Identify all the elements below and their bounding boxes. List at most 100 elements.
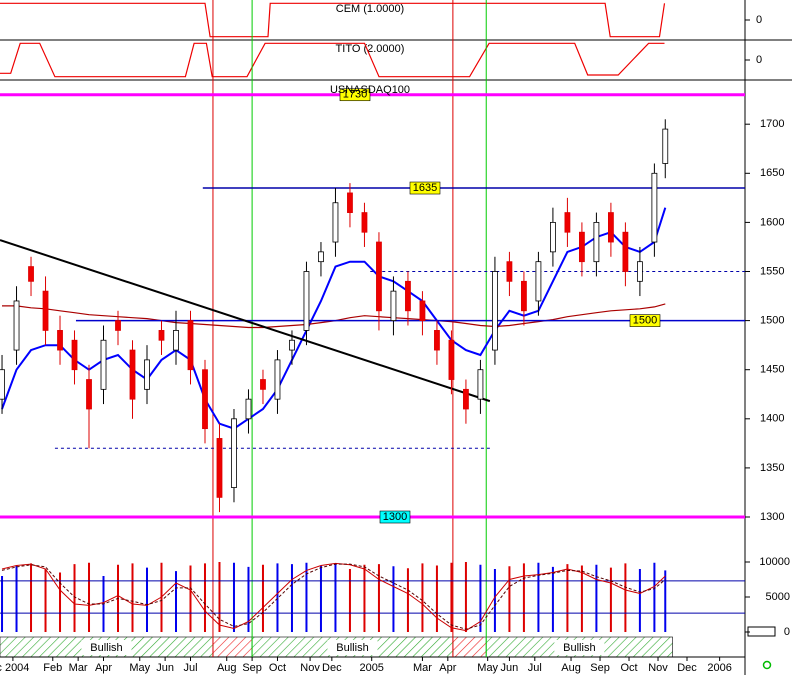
level-label-bg xyxy=(379,510,411,524)
y-tick-label: 1700 xyxy=(760,118,784,130)
candle-body xyxy=(144,359,150,390)
y-tick-label: 0 xyxy=(784,626,790,638)
x-tick-label: Dec xyxy=(677,662,697,674)
x-tick-label: May xyxy=(129,662,150,674)
y-tick-label: 10000 xyxy=(759,556,790,568)
level-label-bg xyxy=(339,88,371,102)
candle-body xyxy=(492,271,498,351)
level-label-bg xyxy=(409,181,441,195)
x-tick-label: Sep xyxy=(590,662,610,674)
candle-body xyxy=(216,438,223,498)
x-tick-label: Jun xyxy=(156,662,174,674)
candle-body xyxy=(593,221,600,263)
x-tick-label: Jul xyxy=(183,662,197,674)
candle-body xyxy=(434,330,440,351)
indicator-line xyxy=(0,2,666,38)
candle-body xyxy=(28,266,34,282)
trendline xyxy=(0,239,491,403)
candle-body xyxy=(405,280,411,312)
candle-body xyxy=(260,379,266,390)
candle-body xyxy=(318,251,324,263)
x-tick-label: Aug xyxy=(217,662,237,674)
x-tick-label: Sep xyxy=(242,662,262,674)
signal-band xyxy=(452,636,487,658)
y-tick-label: 1350 xyxy=(760,462,784,474)
signal-line xyxy=(1,563,666,630)
candle-body xyxy=(550,221,556,253)
x-tick-label: May xyxy=(477,662,498,674)
level-label: 1300 xyxy=(383,511,407,523)
y-tick-label: 1500 xyxy=(760,315,784,327)
candle-body xyxy=(173,330,179,351)
candle-body xyxy=(71,339,78,371)
oscillator-line xyxy=(1,562,666,632)
candle-body xyxy=(100,339,107,390)
x-tick-label: Mar xyxy=(69,662,88,674)
x-tick-label: Jun xyxy=(501,662,519,674)
candle-body xyxy=(662,128,669,164)
candle-body xyxy=(231,418,237,488)
candle-body xyxy=(463,388,469,410)
x-tick-label: Oct xyxy=(620,662,637,674)
x-tick-label: Aug xyxy=(561,662,581,674)
candle-body xyxy=(579,231,585,263)
x-tick-label: c 2004 xyxy=(0,662,29,674)
candle-body xyxy=(521,280,527,312)
x-tick-label: Jul xyxy=(528,662,542,674)
candle-body xyxy=(448,339,455,380)
candle-body xyxy=(115,320,121,331)
y-tick-label: 1600 xyxy=(760,216,784,228)
signal-band xyxy=(212,636,253,658)
y-tick-label: 0 xyxy=(756,54,762,66)
indicator-line xyxy=(0,42,665,78)
candle-body xyxy=(347,192,353,213)
x-tick-label: Oct xyxy=(269,662,286,674)
candle-body xyxy=(129,349,136,400)
x-tick-label: Dec xyxy=(322,662,342,674)
band-label-bg xyxy=(327,640,378,655)
y-tick-label: 5000 xyxy=(766,591,790,603)
candle-body xyxy=(535,261,542,302)
candle-body xyxy=(651,172,658,243)
x-tick-label: Apr xyxy=(439,662,456,674)
level-label: 1500 xyxy=(633,315,657,327)
candle-body xyxy=(636,261,643,282)
moving-average xyxy=(1,207,667,430)
candle-body xyxy=(289,339,295,351)
y-tick-label: 1650 xyxy=(760,167,784,179)
level-label: 1730 xyxy=(343,89,367,101)
x-tick-label: Nov xyxy=(648,662,668,674)
candle-body xyxy=(274,359,281,400)
x-tick-label: Feb xyxy=(43,662,62,674)
x-tick-label: Nov xyxy=(300,662,320,674)
level-label-bg xyxy=(629,314,661,327)
x-tick-label: 2006 xyxy=(707,662,731,674)
status-dot xyxy=(762,660,772,670)
candle-body xyxy=(419,300,426,322)
candle-body xyxy=(622,231,629,272)
candle-body xyxy=(332,202,339,243)
candle-body xyxy=(245,398,252,420)
candle-body xyxy=(361,212,368,233)
y-tick-label: 1300 xyxy=(760,511,784,523)
candle-body xyxy=(564,212,571,233)
candle-body xyxy=(187,320,194,371)
band-label: Bullish xyxy=(90,642,122,654)
candle-body xyxy=(42,290,49,331)
candle-body xyxy=(506,261,513,282)
y-tick-label: 1450 xyxy=(760,364,784,376)
y-tick-label: 1550 xyxy=(760,265,784,277)
candle-body xyxy=(608,212,614,243)
x-tick-label: Apr xyxy=(95,662,112,674)
band-label: Bullish xyxy=(336,642,368,654)
indicator-title: CEM (1.0000) xyxy=(336,3,404,15)
chart-title: USNASDAQ100 xyxy=(330,84,410,96)
y-tick-label: 1400 xyxy=(760,413,784,425)
level-label: 1635 xyxy=(413,182,437,194)
candle-body xyxy=(202,369,208,430)
y-tick-label: 0 xyxy=(756,14,762,26)
band-label-bg xyxy=(554,640,605,655)
